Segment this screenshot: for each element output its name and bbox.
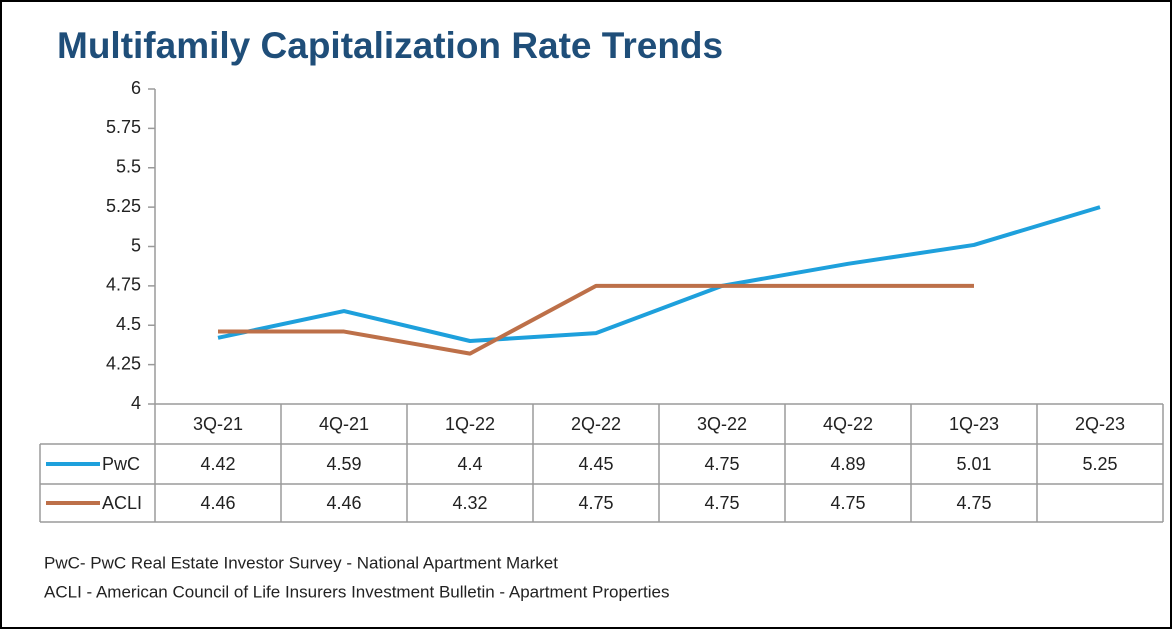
table-value: 4.75 xyxy=(578,493,613,513)
table-value: 4.4 xyxy=(457,454,482,474)
y-tick-label: 4.75 xyxy=(106,275,141,295)
table-value: 4.75 xyxy=(830,493,865,513)
y-tick-label: 5.75 xyxy=(106,117,141,137)
x-tick-label: 1Q-23 xyxy=(949,414,999,434)
x-tick-label: 2Q-22 xyxy=(571,414,621,434)
y-tick-label: 5.5 xyxy=(116,157,141,177)
table-value: 4.75 xyxy=(704,493,739,513)
y-tick-label: 4.5 xyxy=(116,314,141,334)
series-line xyxy=(217,205,1101,343)
footnote: PwC- PwC Real Estate Investor Survey - N… xyxy=(44,553,558,572)
table-value: 4.46 xyxy=(326,493,361,513)
x-tick-label: 3Q-21 xyxy=(193,414,243,434)
table-value: 5.25 xyxy=(1082,454,1117,474)
y-tick-label: 6 xyxy=(131,78,141,98)
table-value: 4.45 xyxy=(578,454,613,474)
x-tick-label: 3Q-22 xyxy=(697,414,747,434)
x-tick-label: 1Q-22 xyxy=(445,414,495,434)
table-value: 4.42 xyxy=(200,454,235,474)
legend-label: ACLI xyxy=(102,493,142,513)
x-tick-label: 4Q-22 xyxy=(823,414,873,434)
table-value: 4.75 xyxy=(704,454,739,474)
footnote: ACLI - American Council of Life Insurers… xyxy=(44,582,670,601)
legend-label: PwC xyxy=(102,454,140,474)
x-tick-label: 4Q-21 xyxy=(319,414,369,434)
y-tick-label: 4 xyxy=(131,393,141,413)
table-value: 5.01 xyxy=(956,454,991,474)
table-value: 4.32 xyxy=(452,493,487,513)
y-tick-label: 5.25 xyxy=(106,196,141,216)
y-tick-label: 4.25 xyxy=(106,353,141,373)
y-tick-label: 5 xyxy=(131,235,141,255)
table-value: 4.59 xyxy=(326,454,361,474)
table-value: 4.75 xyxy=(956,493,991,513)
x-tick-label: 2Q-23 xyxy=(1075,414,1125,434)
table-value: 4.46 xyxy=(200,493,235,513)
series-line xyxy=(218,283,974,356)
table-value: 4.89 xyxy=(830,454,865,474)
chart-title: Multifamily Capitalization Rate Trends xyxy=(57,25,723,66)
